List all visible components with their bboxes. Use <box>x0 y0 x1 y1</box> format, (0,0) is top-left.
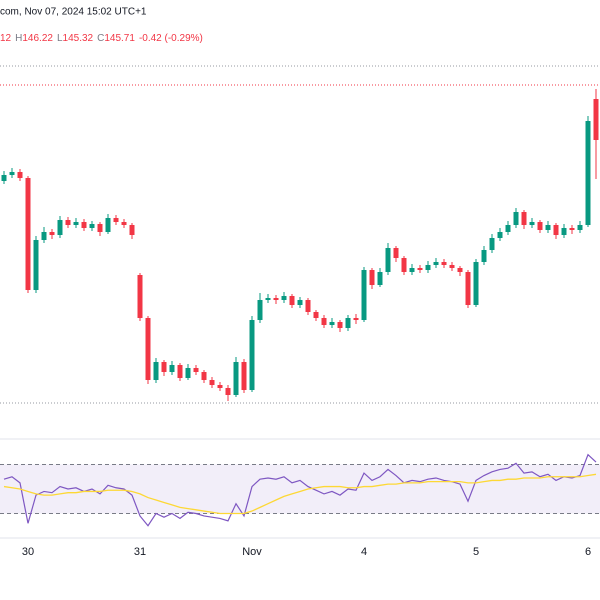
candle-body <box>241 362 247 390</box>
chart-subtitle: com, Nov 07, 2024 15:02 UTC+1 <box>0 7 147 18</box>
candle-body <box>329 322 335 325</box>
ohlc-value: 145.32 <box>63 33 94 44</box>
candles <box>1 89 599 401</box>
candle-body <box>169 365 175 372</box>
rsi-band <box>0 464 600 514</box>
candle-body <box>153 362 159 380</box>
candle-body <box>417 268 423 270</box>
candle-body <box>17 172 23 178</box>
candle-body <box>345 318 351 328</box>
candle-body <box>273 298 279 300</box>
candle-body <box>9 172 15 175</box>
candle-body <box>57 220 63 235</box>
x-tick-label: 4 <box>361 546 367 558</box>
rsi-panel <box>0 453 600 527</box>
candle-body <box>489 238 495 250</box>
candle-body <box>449 265 455 268</box>
rsi-line <box>3 473 597 515</box>
candle-body <box>73 222 79 225</box>
candle-body <box>1 175 7 181</box>
x-tick-label: Nov <box>242 546 262 558</box>
ohlc-header: 12 H146.22 L145.32 C145.71 -0.42 (-0.29%) <box>0 33 203 44</box>
candle-body <box>545 225 551 230</box>
candle-body <box>313 312 319 318</box>
x-tick-label: 6 <box>585 546 591 558</box>
x-axis: 30 31 Nov 4 5 6 <box>22 546 591 558</box>
candle-body <box>553 225 559 235</box>
candle-body <box>521 212 527 225</box>
candle-body <box>593 99 599 140</box>
candle-body <box>257 300 263 320</box>
candle-body <box>121 222 127 225</box>
candle-body <box>249 320 255 390</box>
x-tick-label: 30 <box>22 546 34 558</box>
x-tick-label: 31 <box>134 546 146 558</box>
candle-body <box>369 270 375 285</box>
candle-body <box>97 224 103 232</box>
candle-body <box>41 232 47 240</box>
candle-body <box>193 368 199 372</box>
candle-body <box>441 262 447 265</box>
ohlc-text: 12 H146.22 L145.32 C145.71 -0.42 (-0.29%) <box>0 33 203 44</box>
candle-body <box>473 262 479 305</box>
candle-body <box>297 300 303 305</box>
candle-body <box>505 225 511 232</box>
candle-body <box>465 272 471 305</box>
candle-body <box>385 248 391 272</box>
candle-body <box>209 380 215 385</box>
candle-body <box>81 222 87 228</box>
candle-body <box>561 228 567 235</box>
ohlc-value: 146.22 <box>22 33 53 44</box>
candle-body <box>65 220 71 225</box>
ohlc-value: 12 <box>0 33 12 44</box>
candle-body <box>529 222 535 225</box>
candle-body <box>321 318 327 325</box>
candle-body <box>353 318 359 320</box>
candle-body <box>265 298 271 300</box>
candle-body <box>377 272 383 285</box>
candle-body <box>177 365 183 378</box>
candle-body <box>457 268 463 272</box>
candle-body <box>401 258 407 272</box>
candle-body <box>537 222 543 230</box>
candle-body <box>25 178 31 290</box>
candle-body <box>337 322 343 328</box>
candle-body <box>225 388 231 395</box>
candle-body <box>105 218 111 232</box>
x-tick-label: 5 <box>473 546 479 558</box>
candle-body <box>393 248 399 258</box>
candle-body <box>409 268 415 272</box>
candle-body <box>361 270 367 320</box>
candle-body <box>481 250 487 262</box>
ohlc-value: -0.42 (-0.29%) <box>139 33 203 44</box>
candle-body <box>289 296 295 305</box>
candle-body <box>161 362 167 372</box>
ohlc-value: 145.71 <box>104 33 135 44</box>
candle-body <box>137 275 143 318</box>
candle-body <box>89 224 95 228</box>
candle-body <box>425 265 431 270</box>
candle-body <box>433 262 439 265</box>
candle-body <box>497 232 503 238</box>
ohlc-label: L <box>57 33 63 44</box>
candle-body <box>577 225 583 230</box>
candle-body <box>185 368 191 378</box>
candle-body <box>513 212 519 225</box>
candle-body <box>569 228 575 230</box>
candle-body <box>145 318 151 380</box>
candle-body <box>49 232 55 235</box>
ohlc-label: C <box>97 33 104 44</box>
ohlc-label: H <box>15 33 22 44</box>
candle-body <box>201 372 207 380</box>
candle-body <box>217 385 223 388</box>
candle-body <box>113 218 119 222</box>
candle-body <box>233 362 239 395</box>
candle-body <box>305 300 311 312</box>
candle-body <box>585 121 591 225</box>
candle-body <box>281 296 287 300</box>
candle-body <box>129 225 135 235</box>
candle-body <box>33 240 39 290</box>
